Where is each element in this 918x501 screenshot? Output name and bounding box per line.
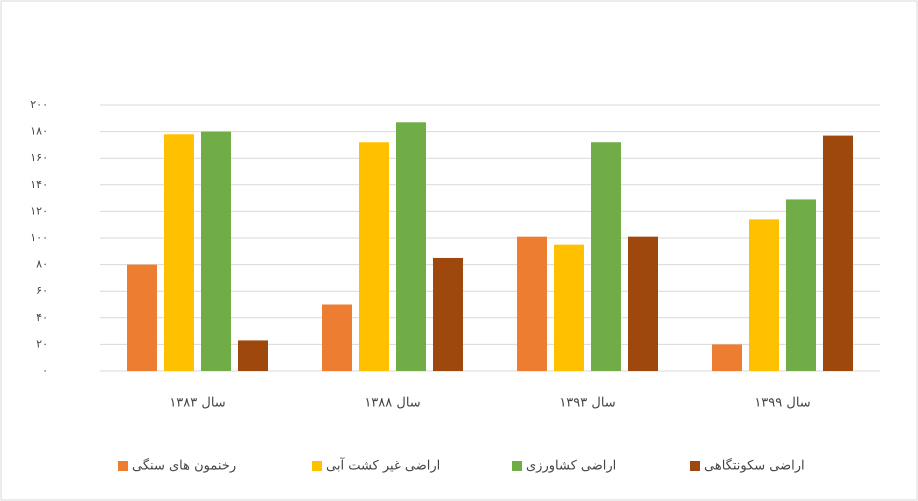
y-tick-label: ۱۴۰ [30,178,48,191]
y-tick-label: ۱۰۰ [30,231,48,244]
y-tick-label: ۸۰ [36,258,48,271]
bar [322,304,352,371]
legend-label: اراضی سکونتگاهی [704,458,805,474]
legend-swatch [118,461,128,471]
y-tick-label: ۴۰ [36,311,48,324]
bar [238,340,268,371]
y-tick-label: ۱۶۰ [30,151,48,164]
bar [554,244,584,371]
bar [127,264,157,371]
bar [433,257,463,371]
legend-swatch [512,461,522,471]
bar [517,236,547,371]
bar [396,122,426,371]
x-tick-label: سال ۱۳۸۳ [169,396,225,411]
legend-label: رخنمون های سنگی [132,458,236,474]
x-tick-label: سال ۱۳۹۳ [559,396,615,411]
bar [786,199,816,371]
bar [164,134,194,371]
legend-label: اراضی غیر کشت آبی [326,457,440,474]
y-tick-label: ۶۰ [36,284,48,297]
legend-swatch [690,461,700,471]
x-tick-label: سال ۱۳۸۸ [364,396,420,411]
bar [359,142,389,371]
y-tick-label: ۱۲۰ [30,204,48,217]
y-tick-label: ۲۰۰ [30,98,48,111]
bar [591,142,621,371]
legend-swatch [312,461,322,471]
y-tick-label: ۱۸۰ [30,125,48,138]
x-tick-label: سال ۱۳۹۹ [754,396,810,411]
y-tick-label: ۲۰ [36,337,48,350]
bar [201,131,231,371]
bar [628,236,658,371]
bar [712,344,742,371]
y-tick-label: ۰ [42,364,48,377]
bar [823,135,853,371]
legend-label: اراضی کشاورزی [526,459,616,474]
bar [749,219,779,371]
